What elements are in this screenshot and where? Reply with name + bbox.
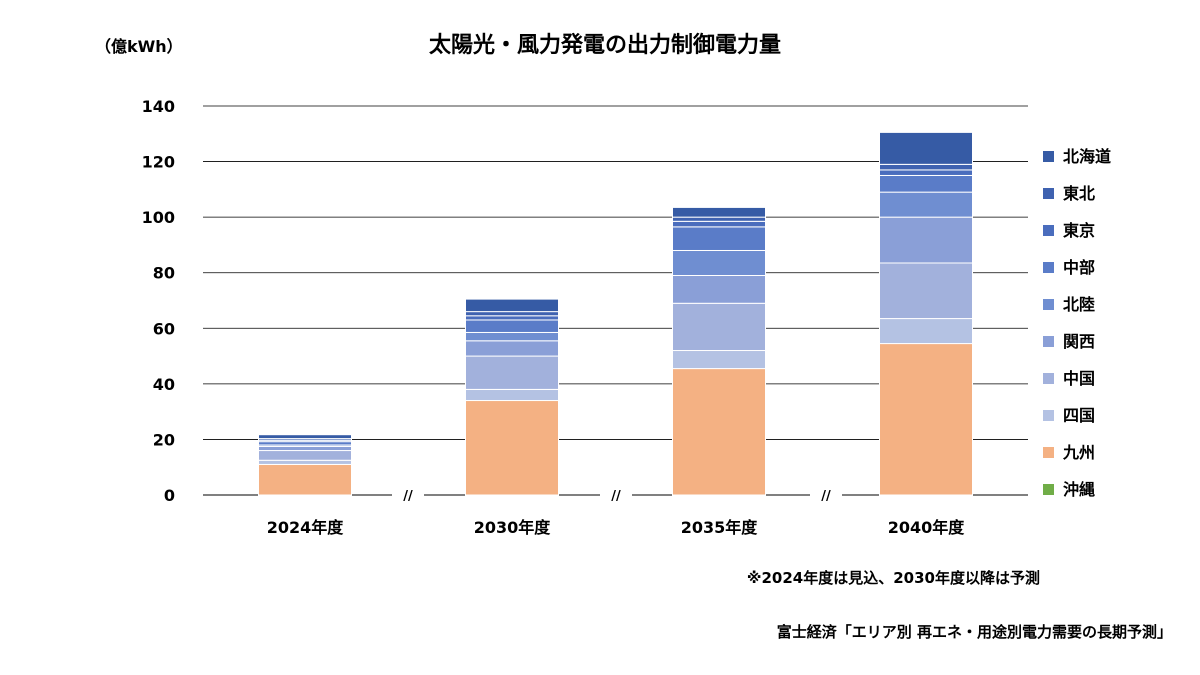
bar-segment (672, 216, 766, 222)
legend-label: 中部 (1063, 258, 1095, 277)
x-axis-categories: 2024年度 2030年度 2035年度 2040年度 (267, 518, 966, 537)
legend-swatch (1043, 484, 1054, 495)
bar-segment (879, 262, 973, 320)
bars (258, 131, 973, 496)
bar-segment (879, 169, 973, 176)
legend-swatch (1043, 151, 1054, 162)
bar-segment (879, 174, 973, 193)
bar-segment (465, 340, 559, 357)
bar-segment (672, 302, 766, 352)
y-tick-label: 100 (142, 208, 175, 227)
legend-label: 四国 (1063, 406, 1095, 425)
y-axis-unit: （億kWh） (95, 37, 183, 56)
bar-segment (465, 298, 559, 313)
legend-label: 関西 (1063, 332, 1095, 351)
bar-segment (672, 249, 766, 276)
axis-break-mark: // (821, 489, 831, 504)
legend-swatch (1043, 447, 1054, 458)
x-category-label: 2035年度 (681, 518, 759, 537)
legend-swatch (1043, 373, 1054, 384)
y-tick-label: 0 (164, 486, 175, 505)
axis-break-mark: // (611, 489, 621, 504)
axis-break-gap (392, 491, 424, 499)
legend-swatch (1043, 299, 1054, 310)
y-tick-label: 80 (153, 264, 175, 283)
bar-segment (879, 191, 973, 218)
chart-title: 太陽光・風力発電の出力制御電力量 (429, 32, 781, 58)
legend-label: 東京 (1063, 221, 1095, 240)
bar-segment (258, 459, 352, 465)
bar-segment (465, 400, 559, 496)
legend-label: 東北 (1063, 184, 1095, 203)
bar-segment (465, 319, 559, 333)
y-tick-label: 60 (153, 319, 175, 338)
bar-stack (879, 131, 973, 496)
legend-label: 九州 (1062, 443, 1095, 462)
bar-segment (672, 368, 766, 496)
bar-segment (879, 163, 973, 171)
bar-segment (672, 350, 766, 370)
axis-break-gap (600, 491, 632, 499)
legend-swatch (1043, 262, 1054, 273)
bar-segment (465, 311, 559, 317)
bar-segment (879, 343, 973, 496)
legend-swatch (1043, 336, 1054, 347)
bar-segment (672, 206, 766, 218)
forecast-note: ※2024年度は見込、2030年度以降は予測 (747, 569, 1040, 587)
axis-break-gap (810, 491, 842, 499)
y-tick-label: 120 (142, 153, 175, 172)
legend-swatch (1043, 188, 1054, 199)
source-note: 富士経済「エリア別 再エネ・用途別電力需要の長期予測」 (777, 623, 1172, 641)
bar-segment (465, 315, 559, 321)
y-tick-label: 40 (153, 375, 175, 394)
bar-segment (258, 450, 352, 461)
x-category-label: 2024年度 (267, 518, 345, 537)
legend-label: 北陸 (1063, 295, 1095, 314)
x-category-label: 2030年度 (474, 518, 552, 537)
bar-segment (465, 331, 559, 342)
bar-segment (258, 434, 352, 440)
bar-stack (465, 298, 559, 496)
bar-segment (879, 131, 973, 165)
y-axis-ticks: 0 20 40 60 80 100 120 140 (142, 97, 175, 505)
bar-stack (672, 206, 766, 496)
bar-segment (672, 226, 766, 251)
y-tick-label: 140 (142, 97, 175, 116)
bar-segment (879, 318, 973, 345)
bar-segment (258, 463, 352, 496)
legend-swatch (1043, 225, 1054, 236)
bar-segment (258, 445, 352, 452)
bar-stack (258, 434, 352, 496)
legend-label: 北海道 (1063, 147, 1111, 166)
axis-break-marks: // // // (392, 489, 842, 504)
bar-segment (672, 274, 766, 304)
bar-segment (258, 441, 352, 446)
bar-segment (879, 216, 973, 264)
bar-segment (672, 220, 766, 228)
x-category-label: 2040年度 (888, 518, 966, 537)
legend-label: 沖縄 (1063, 480, 1095, 499)
bar-segment (465, 388, 559, 402)
legend-swatch (1043, 410, 1054, 421)
bar-segment (465, 355, 559, 390)
legend-label: 中国 (1063, 369, 1095, 388)
y-tick-label: 20 (153, 430, 175, 449)
axis-break-mark: // (403, 489, 413, 504)
